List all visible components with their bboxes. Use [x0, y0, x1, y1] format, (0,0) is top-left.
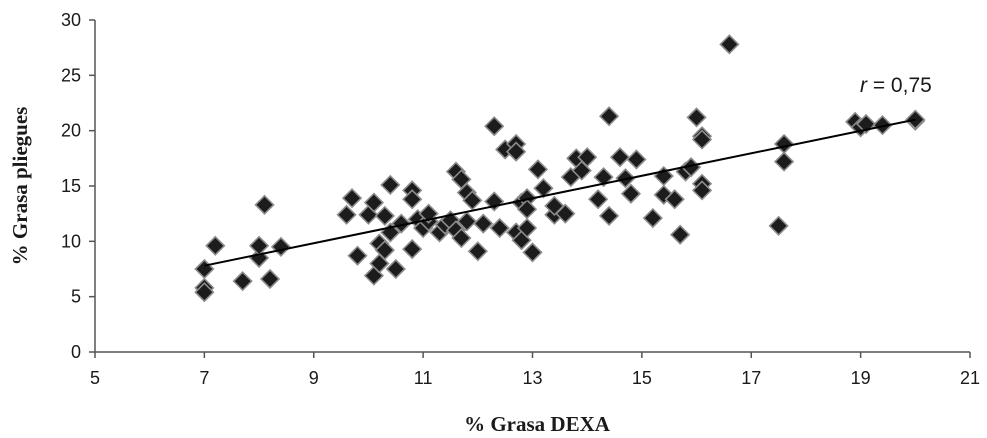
data-point [385, 258, 406, 280]
trend-line [204, 118, 916, 267]
data-point [363, 192, 385, 213]
x-tick-label: 21 [960, 368, 980, 388]
data-point [670, 224, 691, 245]
data-point [402, 238, 423, 260]
x-axis-title: % Grasa DEXA [464, 412, 611, 436]
x-tick-label: 15 [632, 368, 652, 388]
data-point [664, 189, 685, 210]
y-tick-label: 30 [61, 10, 81, 30]
data-point [620, 183, 642, 204]
data-point [232, 271, 253, 292]
data-point [391, 213, 412, 234]
data-point [587, 189, 609, 210]
x-tick-label: 13 [522, 368, 542, 388]
data-point [505, 141, 527, 162]
x-tick-label: 9 [309, 368, 319, 388]
data-point [347, 245, 368, 266]
data-point [462, 190, 483, 211]
data-point [773, 133, 795, 155]
x-tick-label: 7 [199, 368, 209, 388]
y-axis-ticks: 0 5 10 15 20 25 30 [61, 10, 95, 362]
data-point [593, 167, 614, 188]
data-point [380, 174, 401, 196]
data-point [374, 205, 395, 227]
data-point [691, 129, 713, 150]
data-point [194, 282, 215, 303]
correlation-symbol: r [860, 74, 868, 97]
data-point [489, 217, 510, 239]
x-tick-label: 5 [90, 368, 100, 388]
data-point [768, 215, 789, 236]
data-point [467, 241, 488, 262]
x-tick-label: 11 [414, 368, 433, 388]
data-point [336, 204, 357, 225]
data-point [719, 34, 740, 55]
data-point [522, 242, 543, 263]
data-point [484, 116, 505, 137]
data-point [598, 106, 620, 127]
y-tick-label: 10 [61, 231, 81, 251]
data-point [691, 180, 713, 201]
correlation-annotation: r = 0,75 [860, 74, 932, 97]
data-point [686, 107, 707, 128]
data-point [609, 147, 631, 168]
y-tick-label: 5 [71, 287, 81, 307]
data-point [626, 149, 647, 170]
data-point [270, 236, 292, 257]
y-tick-label: 25 [61, 65, 81, 85]
y-tick-label: 20 [61, 121, 81, 141]
x-tick-label: 17 [741, 368, 761, 388]
correlation-value: = 0,75 [867, 74, 932, 97]
x-axis-ticks: 5 7 9 11 13 15 17 19 21 [90, 352, 980, 388]
data-point [533, 178, 554, 199]
y-tick-label: 0 [71, 342, 81, 362]
data-point [205, 235, 226, 256]
data-point [577, 147, 598, 168]
data-point [259, 268, 281, 290]
data-point [516, 217, 538, 239]
x-tick-label: 19 [851, 368, 871, 388]
data-point [374, 240, 395, 261]
data-points [194, 34, 926, 303]
data-point [555, 203, 576, 224]
data-point [855, 113, 877, 135]
data-point [598, 205, 620, 227]
data-point [402, 189, 423, 210]
data-point [473, 213, 494, 234]
data-point [451, 227, 472, 249]
data-point [642, 207, 663, 229]
data-point [456, 211, 478, 232]
data-point [341, 188, 363, 209]
y-axis-title: % Grasa pliegues [8, 107, 32, 266]
data-point [527, 159, 549, 180]
data-point [872, 115, 893, 136]
y-tick-label: 15 [61, 176, 81, 196]
data-point [248, 235, 270, 256]
data-point [773, 151, 795, 172]
data-point [254, 194, 275, 215]
data-point [194, 258, 215, 280]
